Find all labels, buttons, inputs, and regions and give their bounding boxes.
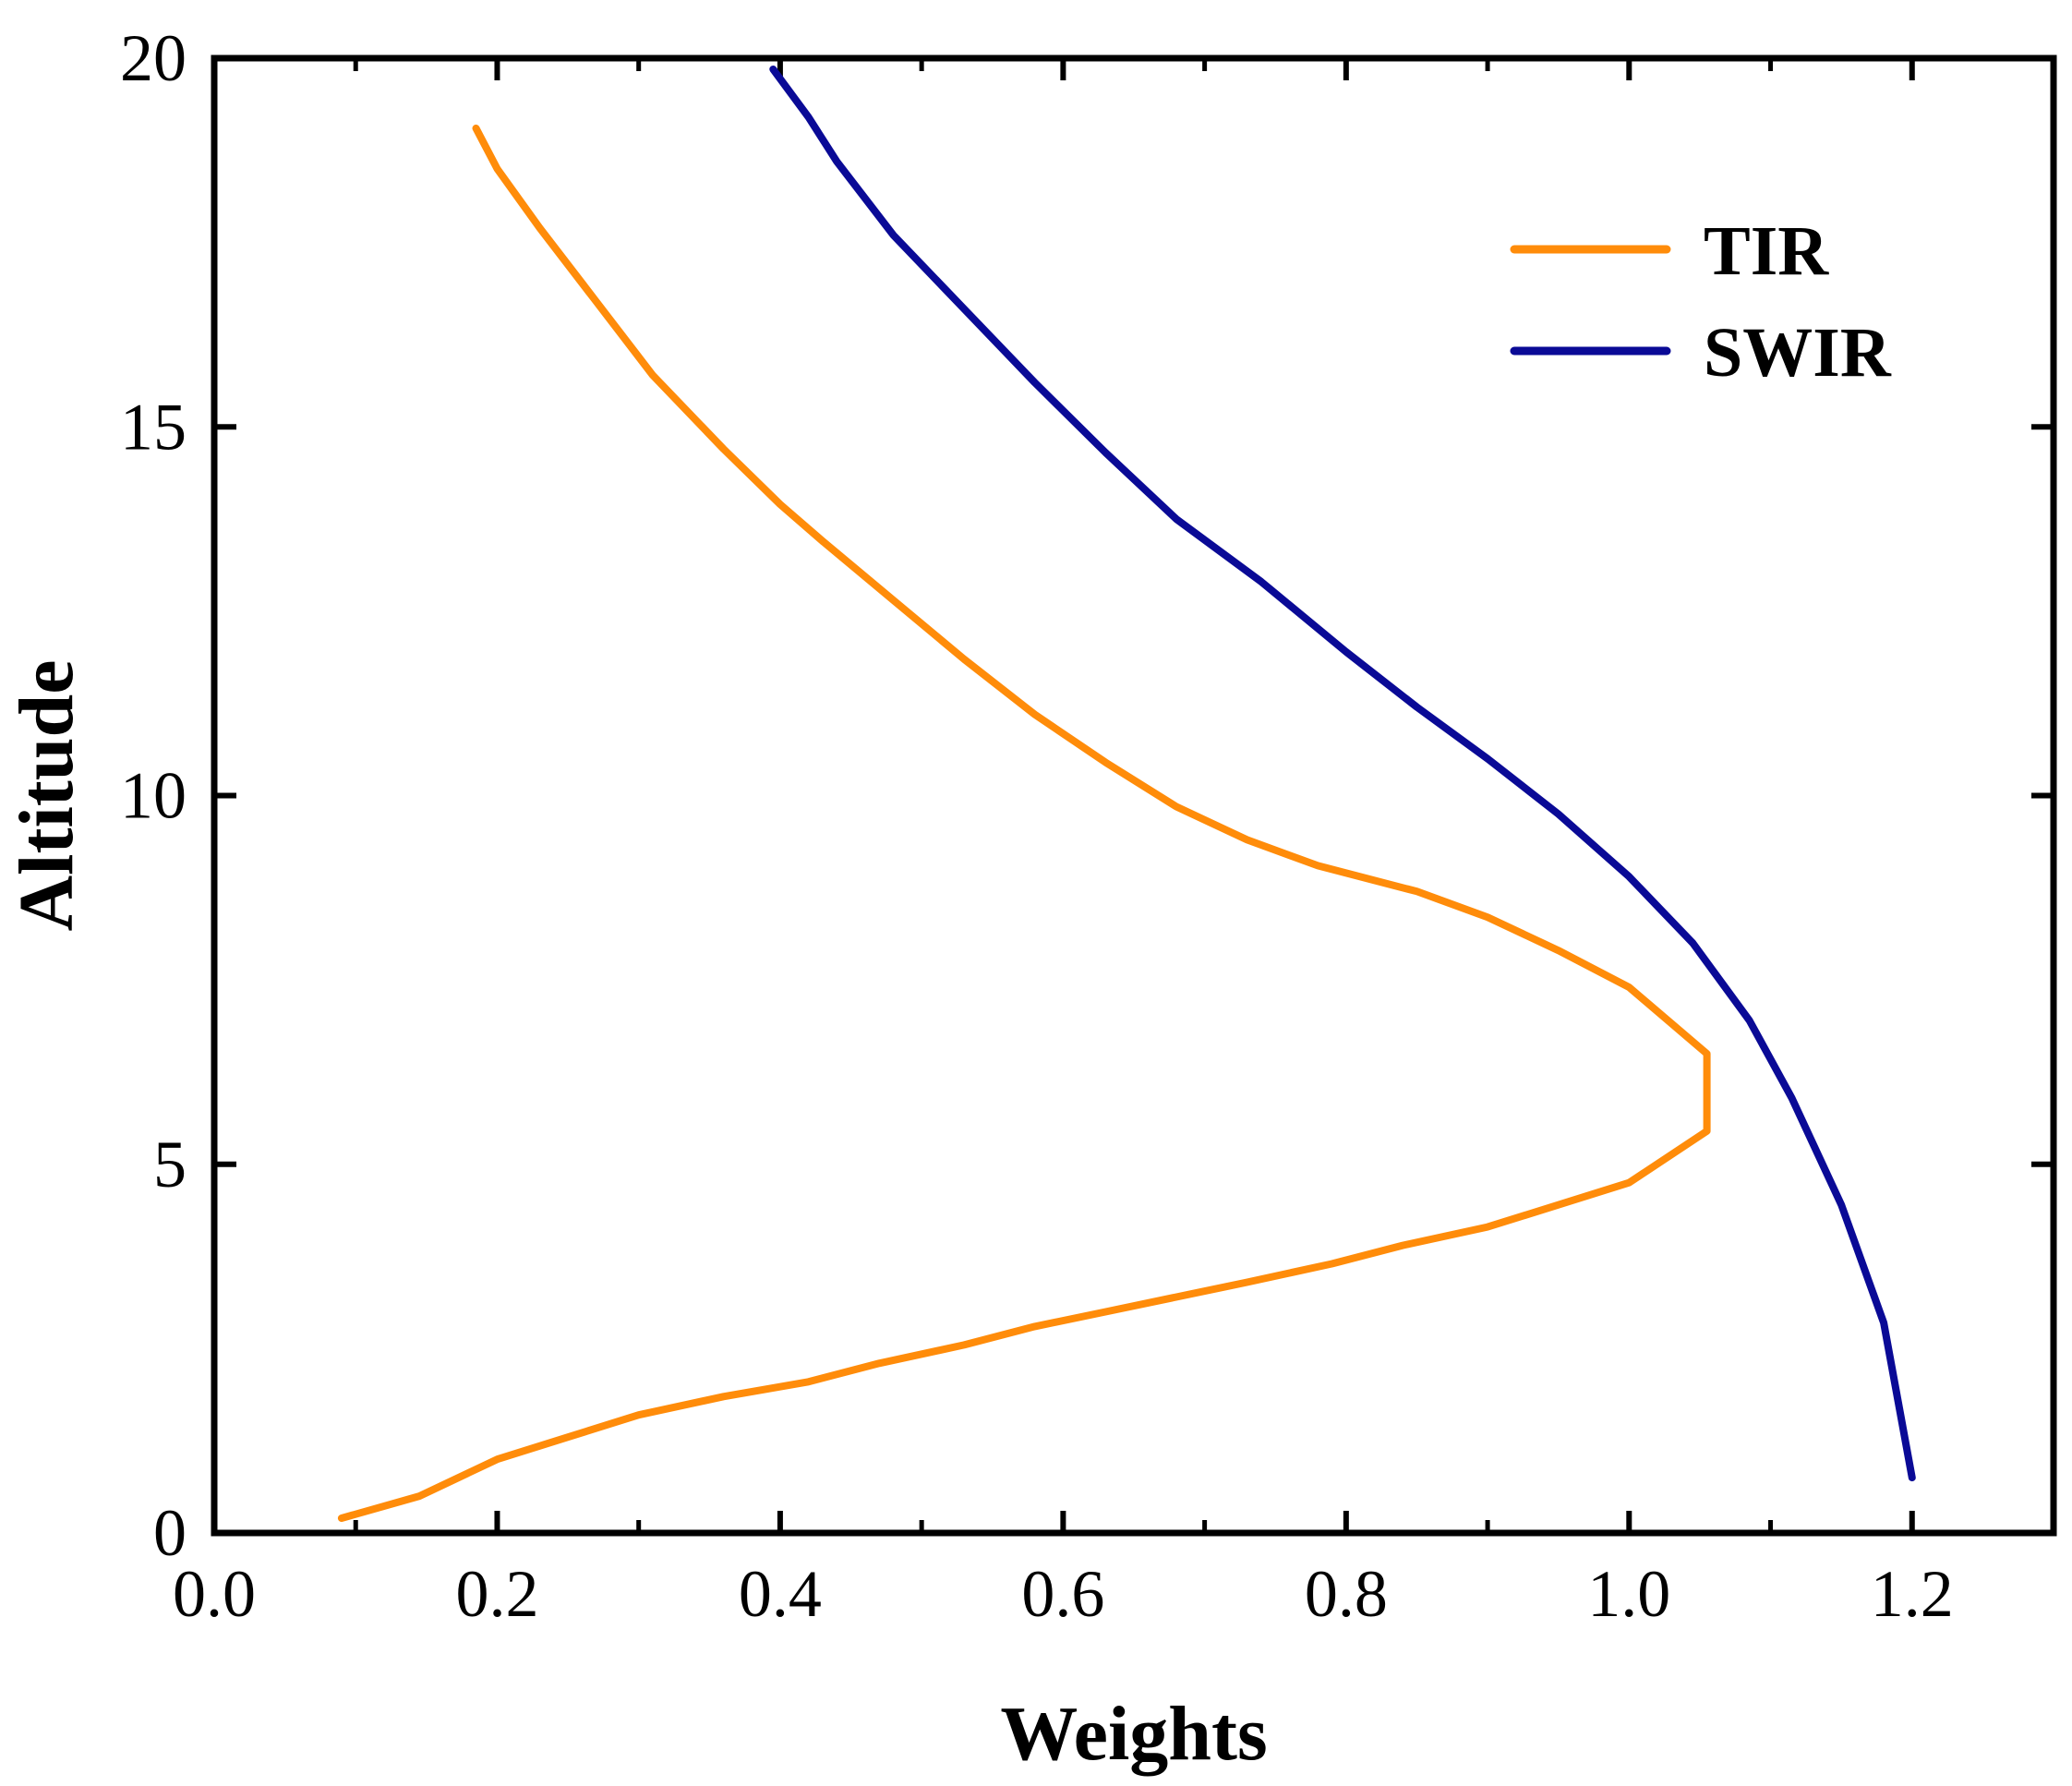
legend: TIR SWIR [1510, 212, 1892, 392]
series-lines [337, 66, 1916, 1522]
x-tick-label: 1.0 [1587, 1557, 1670, 1631]
y-axis-title: Altitude [4, 660, 90, 932]
x-tick-label: 0.2 [455, 1557, 538, 1631]
x-tick-label: 0.6 [1021, 1557, 1104, 1631]
legend-label-tir: TIR [1704, 212, 1829, 290]
x-tick-label: 0.0 [173, 1557, 256, 1631]
plot-frame [211, 54, 2057, 1537]
y-tick-label: 10 [120, 759, 187, 833]
x-tick-label: 0.4 [739, 1557, 822, 1631]
x-axis-title: Weights [1000, 1691, 1267, 1777]
tick-labels: 0.0 0.2 0.4 0.6 0.8 1.0 1.2 0 5 10 15 20 [120, 21, 1954, 1631]
x-tick-label: 1.2 [1871, 1557, 1954, 1631]
legend-label-swir: SWIR [1704, 314, 1892, 392]
y-tick-label: 20 [120, 21, 187, 95]
series-line-tir [337, 124, 1711, 1522]
y-tick-label: 15 [120, 390, 187, 464]
x-tick-label: 0.8 [1305, 1557, 1388, 1631]
series-line-swir [769, 66, 1916, 1482]
y-tick-label: 0 [153, 1496, 187, 1570]
y-tick-label: 5 [153, 1128, 187, 1201]
